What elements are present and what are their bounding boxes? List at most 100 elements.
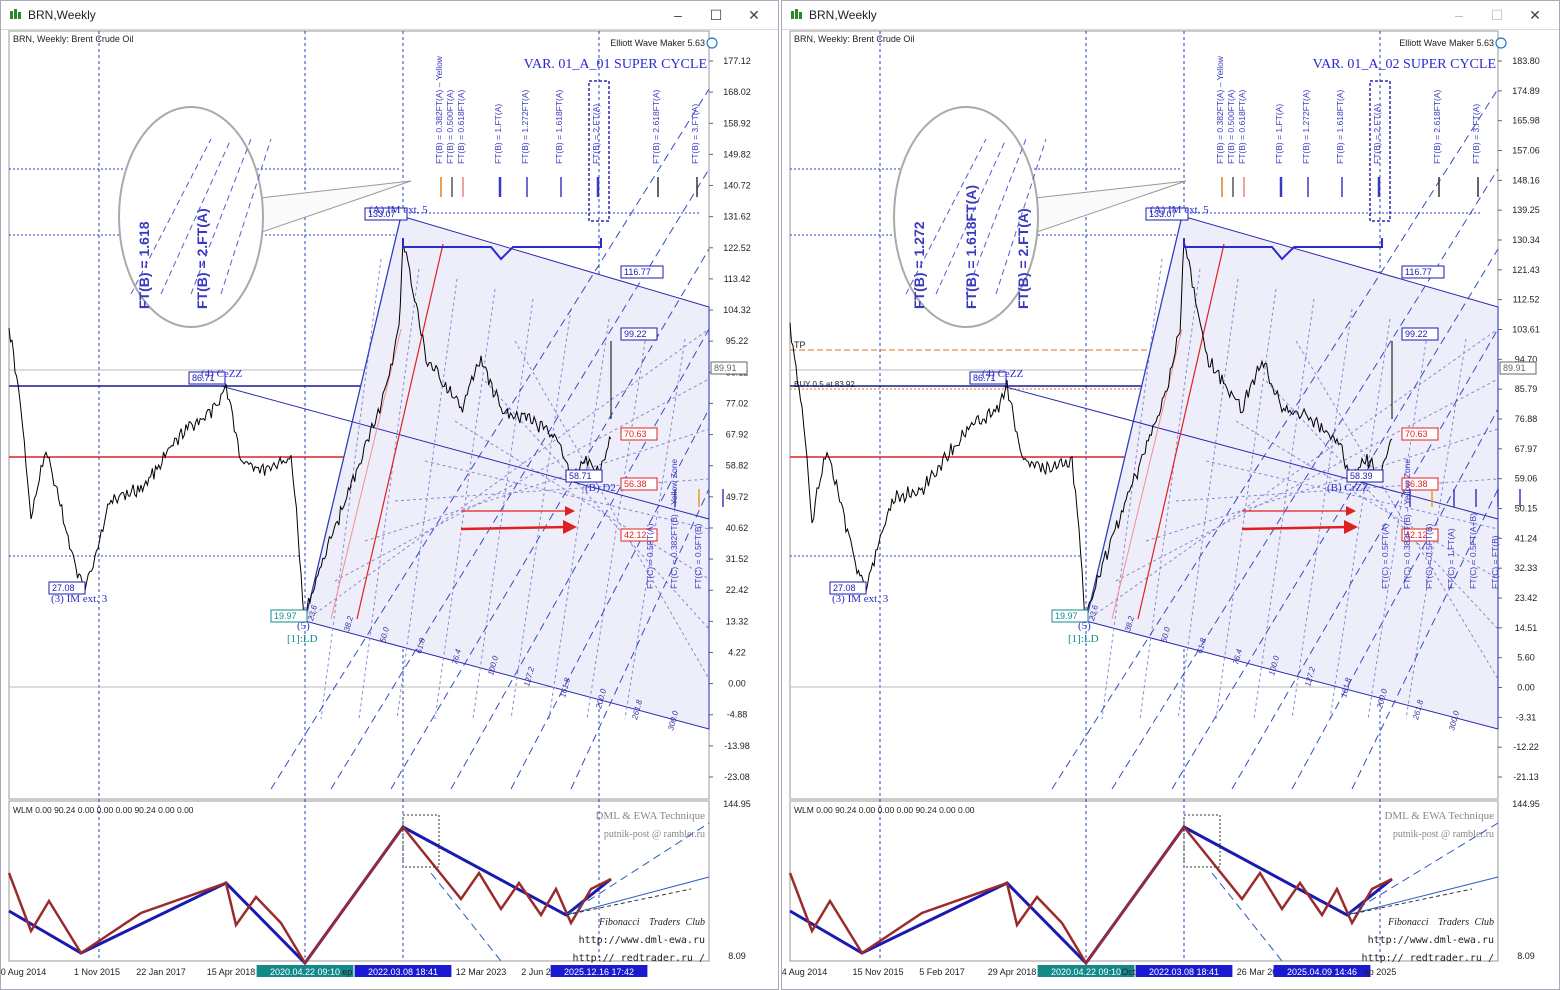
club-link: http://www.dml-ewa.ru: [579, 935, 705, 946]
time-stamp-bg: [256, 965, 354, 977]
minimize-icon[interactable]: –: [1455, 7, 1463, 23]
diagonal-line: [1171, 248, 1499, 790]
price-axis-label: -4.88: [727, 710, 748, 720]
variant-title: VAR. 01_A_02 SUPER CYCLE: [1313, 57, 1496, 72]
price-axis-label: 148.16: [1512, 175, 1540, 185]
value-box: 70.63: [1405, 429, 1428, 439]
fan-grid-line: [1145, 428, 1499, 542]
time-axis-label: 1 Nov 2015: [74, 967, 120, 977]
value-box-frame: [969, 371, 1007, 385]
price-axis-label: 0.00: [1517, 683, 1535, 693]
price-axis-label: 149.82: [723, 149, 751, 159]
fan-grid-line: [1085, 328, 1499, 622]
callout-label: FT(B) = 1.618: [136, 221, 152, 309]
price-axis-label: -3.31: [1516, 712, 1537, 722]
value-box-frame: [1051, 609, 1089, 623]
maximize-icon[interactable]: ☐: [1490, 7, 1504, 23]
title-bar[interactable]: BRN,Weekly – ☐ ✕: [782, 1, 1559, 30]
fan-grid-line: [454, 420, 710, 580]
value-box-frame: [620, 327, 658, 341]
chart-header: BRN, Weekly: Brent Crude Oil: [794, 34, 914, 44]
value-box-frame: [1499, 361, 1537, 375]
fan-ratio-label: 76.4: [450, 648, 463, 666]
wave-label-5: (5): [1078, 620, 1091, 632]
value-box-frame: [188, 371, 226, 385]
chart-app-icon: [791, 9, 802, 19]
ft-label: FT(B) = 1.272FT(A): [1301, 89, 1311, 164]
time-axis-label: 10 Aug 2014: [1, 967, 46, 977]
ft-label: FT(B) = 3.FT(A): [1471, 104, 1481, 164]
minimize-icon[interactable]: –: [674, 7, 682, 23]
arrow-head: [1344, 520, 1358, 534]
ftc-label: FT(C) = 1.FT(A): [1446, 528, 1456, 589]
close-icon[interactable]: ✕: [748, 7, 760, 23]
value-box-frame: [1401, 427, 1439, 441]
club-word: Fibonacci: [1387, 917, 1429, 928]
diagonal-line: [1231, 328, 1499, 790]
ftc-label: FT(C) = 0.382FT(B) – Yellow Zone: [669, 459, 679, 589]
arrow-head: [565, 506, 575, 516]
diagonal-line: [450, 328, 710, 790]
value-box-frame: [829, 581, 867, 595]
value-box: 89.91: [1503, 363, 1526, 373]
price-axis-label: -13.98: [724, 741, 750, 751]
price-axis-label: 14.51: [1515, 623, 1538, 633]
close-icon[interactable]: ✕: [1529, 7, 1541, 23]
callout-line: [220, 138, 272, 295]
osc-proj: [1346, 876, 1499, 916]
value-box-frame: [620, 265, 664, 279]
buy-label: BUY 0.5 at 83.92: [794, 380, 855, 389]
time-axis-label: 29 Apr 2018: [988, 967, 1037, 977]
arrow-head: [563, 520, 577, 534]
fan-ratio-label: 61.8: [1195, 637, 1208, 655]
callout-line: [935, 138, 1007, 295]
diagonal-line: [270, 88, 710, 790]
fan-grid-line: [394, 478, 710, 502]
price-axis-label: 104.32: [723, 305, 751, 315]
chart-window-left[interactable]: BRN,Weekly – ☐ ✕ 177.12 168.02 158.92 149.8…: [0, 0, 779, 990]
price-axis-label: 168.02: [723, 87, 751, 97]
time-axis-label: ep 2025: [1364, 967, 1397, 977]
price-chart[interactable]: 177.12 168.02 158.92 149.82 140.72 131.62 122.…: [1, 29, 779, 990]
wave-label-b: (B) CrZZ: [1327, 482, 1369, 494]
callout-line: [130, 138, 212, 295]
ft-label: FT(B) = 0.618FT(A): [1237, 89, 1247, 164]
price-axis-label: 157.06: [1512, 146, 1540, 156]
fan-ratio-label: 50.0: [1159, 626, 1172, 644]
callout-bubble: [118, 106, 264, 328]
price-axis-label: 50.15: [1515, 504, 1538, 514]
ft-label: FT(B) = 0.500FT(A): [1226, 89, 1236, 164]
title-bar[interactable]: BRN,Weekly – ☐ ✕: [1, 1, 778, 30]
callout-line: [160, 138, 232, 295]
fan-ratio-label: 76.4: [1231, 648, 1244, 666]
plugin-name: Elliott Wave Maker 5.63: [1399, 38, 1494, 48]
ft-label: FT(B) = 0.382FT(A) – Yellow: [434, 55, 444, 164]
osc-proj: [565, 822, 710, 916]
price-axis-label: 76.88: [1515, 414, 1538, 424]
callout-line: [995, 138, 1047, 295]
price-axis-label: 139.25: [1512, 205, 1540, 215]
ft-label: FT(B) = 0.500FT(A): [445, 89, 455, 164]
maximize-icon[interactable]: ☐: [709, 7, 723, 23]
price-axis-label: 0.00: [728, 679, 746, 689]
price-chart[interactable]: 183.80 174.89 165.98 157.06 148.16 139.25 130.…: [782, 29, 1560, 990]
value-box-frame: [1401, 477, 1439, 491]
ftc-label: FT(C) = 0.5FT(B): [693, 523, 703, 589]
time-axis-label: 12 Mar 2023: [456, 967, 507, 977]
fan-edge: [304, 215, 402, 622]
ft-label: FT(B) = 0.618FT(A): [456, 89, 466, 164]
osc-axis-top: 144.95: [723, 799, 751, 809]
chart-window-right[interactable]: BRN,Weekly – ☐ ✕ 183.80 174.89 165.98 157.0…: [781, 0, 1560, 990]
price-axis-label: 140.72: [723, 181, 751, 191]
ftc-label: FT(C) = 0.5FT(A): [1380, 523, 1390, 589]
value-box: 99.22: [624, 329, 647, 339]
wave-bracket: [402, 238, 602, 261]
fib-red-line: [356, 243, 444, 620]
value-box: 86.71: [192, 373, 215, 383]
fan-grid-line: [1139, 268, 1201, 720]
tp-label: TP: [794, 340, 806, 350]
ft-label: FT(B) = 3.FT(A): [690, 104, 700, 164]
fan-grid-line: [434, 288, 496, 720]
wave-label-a: (A) IM ext. 5: [369, 204, 428, 216]
trend-line: [220, 385, 710, 520]
